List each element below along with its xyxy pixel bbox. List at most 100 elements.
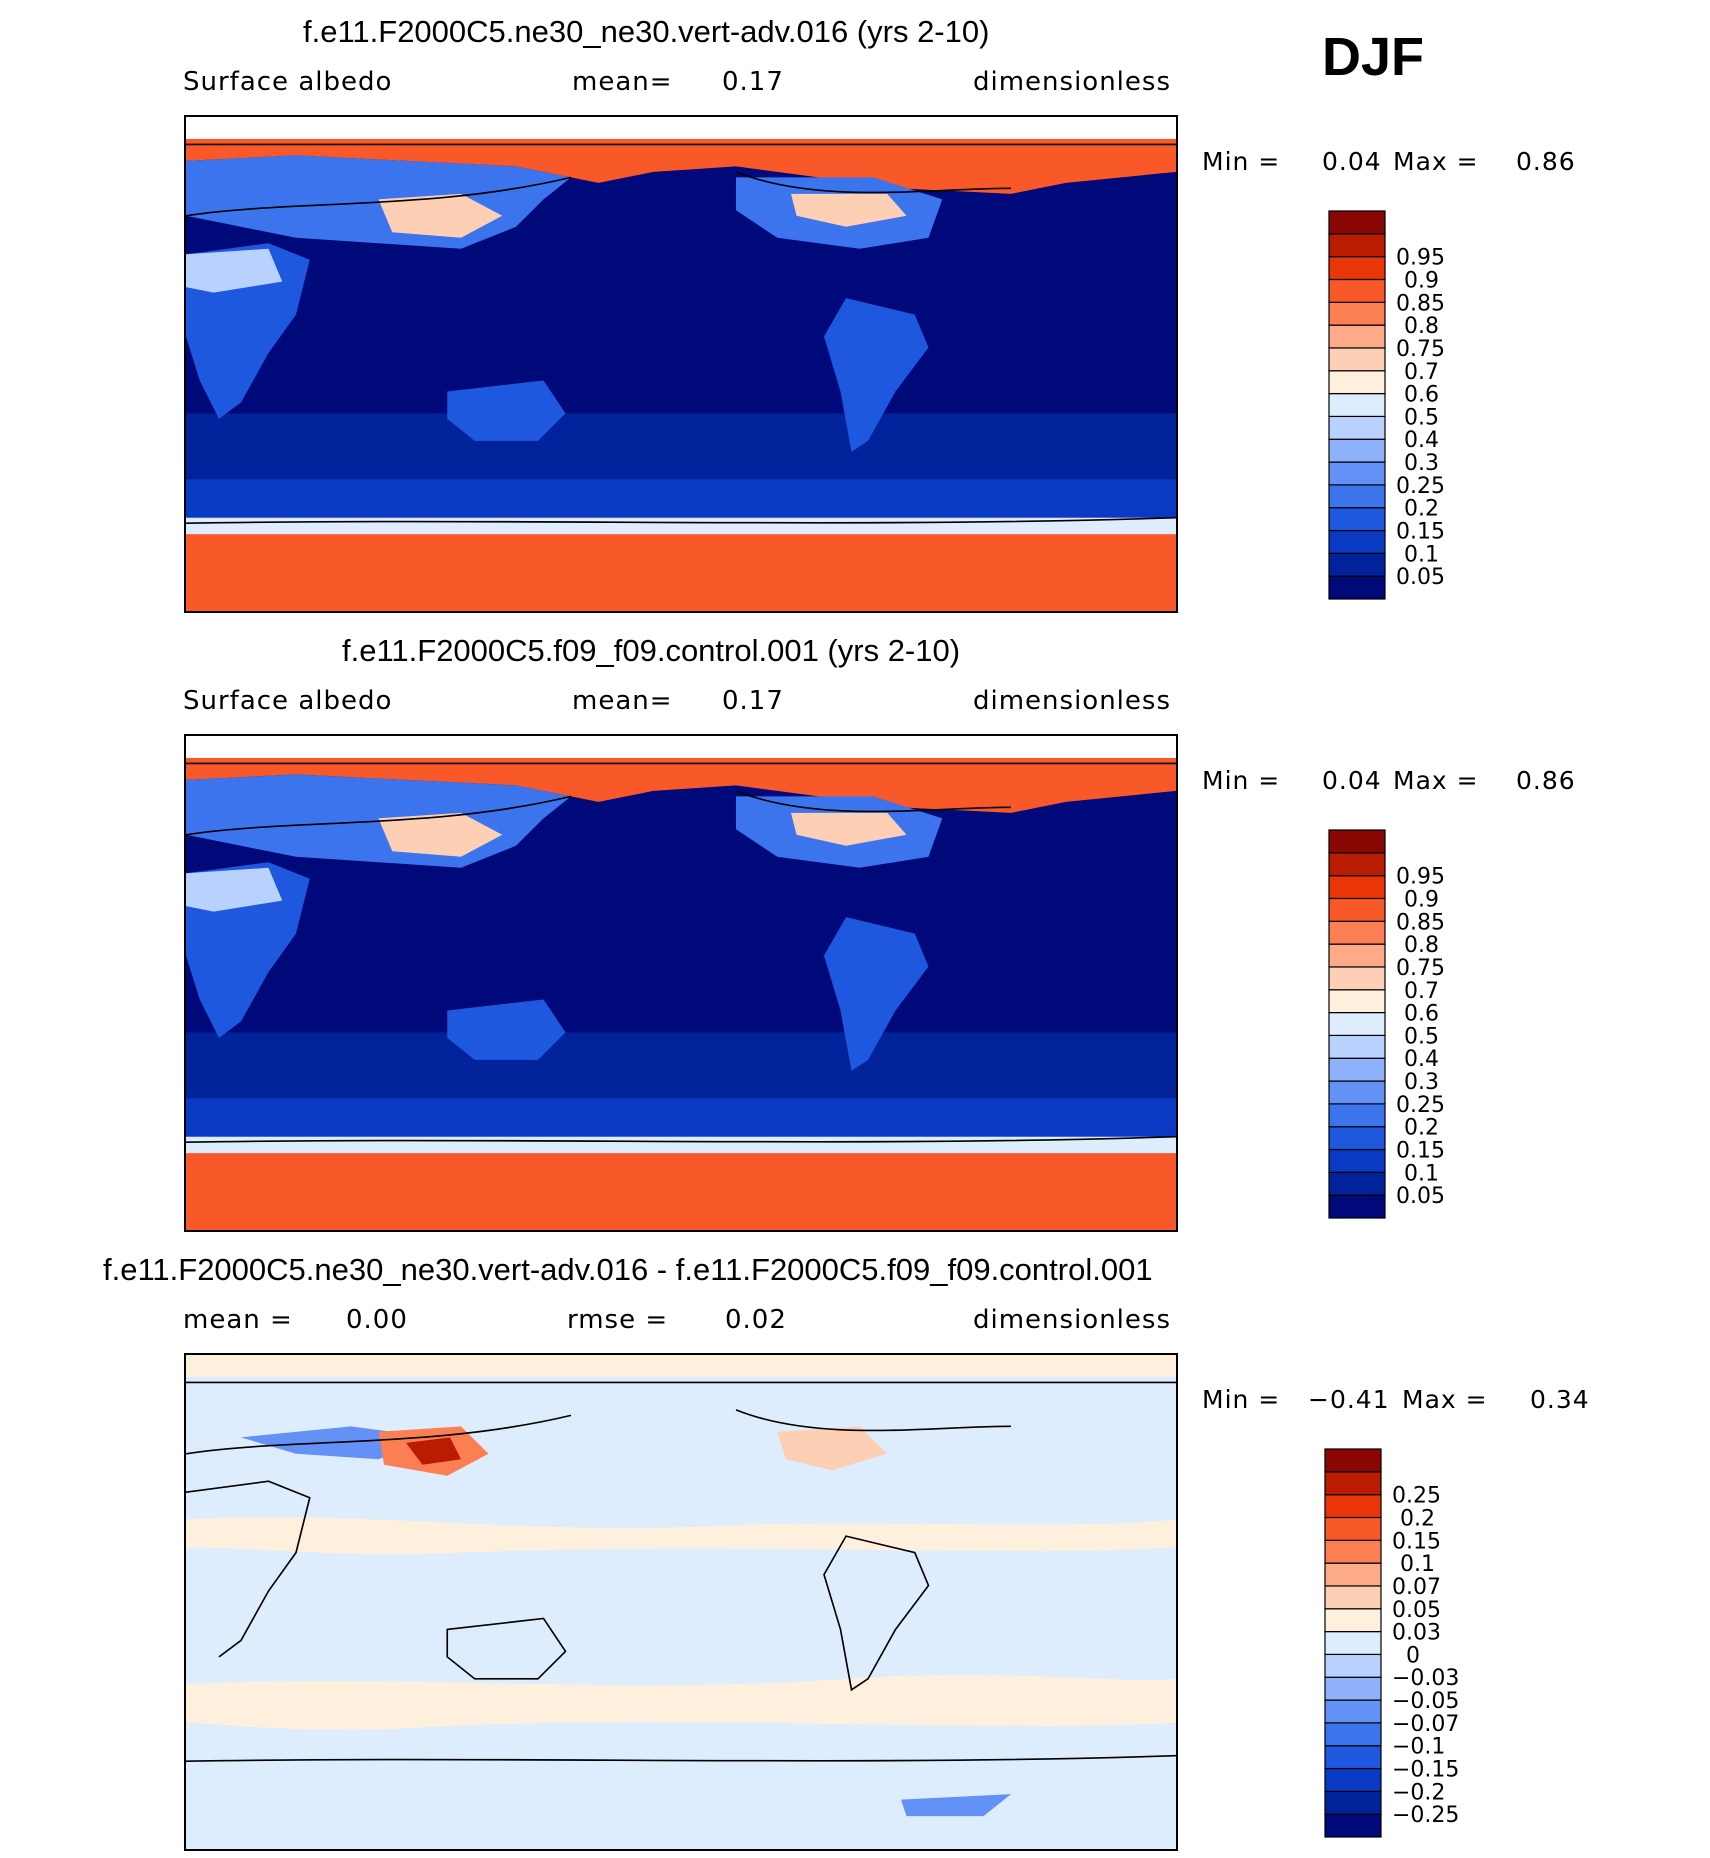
panel-3-colorbar: −0.25 −0.2 −0.15 −0.1 −0.07 −0.05 −0.03 0 0.03 0.… xyxy=(1324,1448,1524,1840)
colorbar-segment xyxy=(1329,1013,1385,1036)
panel-2-min-value: 0.04 xyxy=(1322,766,1382,795)
colorbar-tick-label: 0.2 xyxy=(1404,1116,1439,1141)
colorbar-tick-label: 0.7 xyxy=(1404,979,1439,1004)
colorbar-segment xyxy=(1329,234,1385,257)
colorbar-segment xyxy=(1325,1746,1381,1769)
antarctica-ice xyxy=(186,534,1176,611)
colorbar-tick-label: 0.15 xyxy=(1392,1529,1441,1554)
panel-3-max-value: 0.34 xyxy=(1530,1385,1590,1414)
colorbar-segment xyxy=(1329,302,1385,325)
colorbar-segment xyxy=(1329,508,1385,531)
panel-1-max-label: Max = xyxy=(1393,147,1479,176)
colorbar-segment xyxy=(1325,1791,1381,1814)
colorbar-tick-label: 0.5 xyxy=(1404,405,1439,430)
colorbar-segment xyxy=(1329,830,1385,853)
panel-3-min-value: −0.41 xyxy=(1308,1385,1390,1414)
colorbar-tick-label: −0.1 xyxy=(1392,1735,1445,1760)
colorbar-segment xyxy=(1325,1517,1381,1540)
season-label: DJF xyxy=(1322,26,1424,88)
antarctica-field xyxy=(186,1822,1176,1849)
colorbar-tick-label: 0.5 xyxy=(1404,1024,1439,1049)
colorbar-svg: 0.050.10.150.20.250.30.40.50.60.70.750.8… xyxy=(1328,829,1528,1221)
colorbar-segment xyxy=(1325,1586,1381,1609)
colorbar-segment xyxy=(1329,1172,1385,1195)
colorbar-tick-label: 0.3 xyxy=(1404,1070,1439,1095)
colorbar-tick-label: −0.2 xyxy=(1392,1780,1445,1805)
colorbar-segment xyxy=(1329,257,1385,280)
colorbar-segment xyxy=(1329,1035,1385,1058)
colorbar-segment xyxy=(1329,485,1385,508)
colorbar-tick-label: 0.4 xyxy=(1404,428,1439,453)
colorbar-segment xyxy=(1325,1609,1381,1632)
colorbar-tick-label: 0.75 xyxy=(1396,956,1445,981)
colorbar-segment xyxy=(1329,853,1385,876)
colorbar-tick-label: 0.8 xyxy=(1404,314,1439,339)
colorbar-segment xyxy=(1329,211,1385,234)
colorbar-segment xyxy=(1329,348,1385,371)
colorbar-segment xyxy=(1325,1563,1381,1586)
panel-3-min-label: Min = xyxy=(1202,1385,1280,1414)
colorbar-segment xyxy=(1329,416,1385,439)
panel-3-map-svg xyxy=(186,1355,1176,1849)
colorbar-segment xyxy=(1325,1495,1381,1518)
colorbar-tick-label: −0.15 xyxy=(1392,1758,1459,1783)
panel-1-min-label: Min = xyxy=(1202,147,1280,176)
colorbar-tick-label: 0.8 xyxy=(1404,933,1439,958)
colorbar-tick-label: 0.1 xyxy=(1400,1552,1435,1577)
colorbar-svg: −0.25−0.2−0.15−0.1−0.07−0.05−0.0300.030.… xyxy=(1324,1448,1524,1840)
colorbar-segment xyxy=(1329,967,1385,990)
colorbar-tick-label: 0.75 xyxy=(1396,337,1445,362)
panel-3-rmse-label: rmse = xyxy=(567,1305,668,1335)
colorbar-tick-label: 0.6 xyxy=(1404,383,1439,408)
panel-3-mean-label: mean = xyxy=(183,1305,293,1335)
panel-1-variable: Surface albedo xyxy=(183,67,392,97)
colorbar-tick-label: 0.1 xyxy=(1404,542,1439,567)
southern-ocean-band xyxy=(186,1098,1176,1136)
colorbar-tick-label: 0.25 xyxy=(1392,1484,1441,1509)
panel-1-min-value: 0.04 xyxy=(1322,147,1382,176)
panel-1-colorbar: 0.05 0.1 0.15 0.2 0.25 0.3 0.4 0.5 0.6 0.7 0.75 0.8… xyxy=(1328,210,1528,602)
colorbar-tick-label: 0.2 xyxy=(1404,497,1439,522)
colorbar-svg: 0.050.10.150.20.250.30.40.50.60.70.750.8… xyxy=(1328,210,1528,602)
colorbar-segment xyxy=(1325,1723,1381,1746)
colorbar-tick-label: 0.2 xyxy=(1400,1506,1435,1531)
panel-1-map xyxy=(184,115,1178,613)
colorbar-segment xyxy=(1329,1195,1385,1218)
colorbar-tick-label: −0.25 xyxy=(1392,1803,1459,1828)
colorbar-segment xyxy=(1329,1058,1385,1081)
colorbar-tick-label: 0.95 xyxy=(1396,865,1445,890)
panel-2-map-svg xyxy=(186,736,1176,1230)
colorbar-segment xyxy=(1329,553,1385,576)
panel-1-title: f.e11.F2000C5.ne30_ne30.vert-adv.016 (yr… xyxy=(303,14,989,50)
missing-polar-row xyxy=(186,736,1176,758)
colorbar-segment xyxy=(1329,990,1385,1013)
colorbar-tick-label: 0.15 xyxy=(1396,520,1445,545)
colorbar-segment xyxy=(1325,1632,1381,1655)
colorbar-tick-label: 0.85 xyxy=(1396,910,1445,935)
panel-3-max-label: Max = xyxy=(1402,1385,1488,1414)
panel-2-units: dimensionless xyxy=(973,686,1171,716)
colorbar-segment xyxy=(1325,1769,1381,1792)
colorbar-segment xyxy=(1329,531,1385,554)
colorbar-tick-label: 0.05 xyxy=(1396,565,1445,590)
colorbar-segment xyxy=(1329,576,1385,599)
panel-2-min-label: Min = xyxy=(1202,766,1280,795)
panel-2-max-value: 0.86 xyxy=(1516,766,1576,795)
colorbar-segment xyxy=(1325,1677,1381,1700)
colorbar-segment xyxy=(1325,1814,1381,1837)
colorbar-segment xyxy=(1329,439,1385,462)
colorbar-tick-label: 0.07 xyxy=(1392,1575,1441,1600)
colorbar-tick-label: 0.05 xyxy=(1396,1184,1445,1209)
colorbar-segment xyxy=(1329,1150,1385,1173)
colorbar-segment xyxy=(1329,898,1385,921)
colorbar-segment xyxy=(1325,1449,1381,1472)
colorbar-segment xyxy=(1329,325,1385,348)
colorbar-tick-label: 0.25 xyxy=(1396,1093,1445,1118)
colorbar-tick-label: 0.4 xyxy=(1404,1047,1439,1072)
colorbar-tick-label: 0.03 xyxy=(1392,1621,1441,1646)
panel-2-colorbar: 0.05 0.1 0.15 0.2 0.25 0.3 0.4 0.5 0.6 0.7 0.75 0.8… xyxy=(1328,829,1528,1221)
panel-3-map xyxy=(184,1353,1178,1851)
panel-1-mean-label: mean= xyxy=(572,67,673,97)
colorbar-tick-label: 0.9 xyxy=(1404,268,1439,293)
southern-ocean-band xyxy=(186,479,1176,517)
